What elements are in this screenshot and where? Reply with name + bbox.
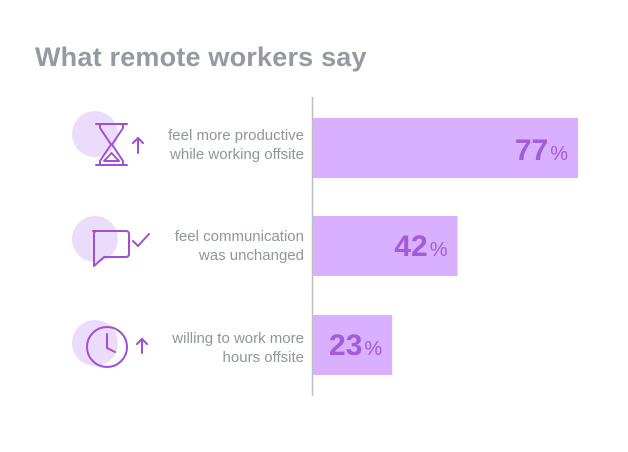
- value-label-3: 23%: [329, 329, 382, 362]
- speech-bubble-check-icon: [72, 216, 150, 267]
- value-number-3: 23: [329, 329, 362, 362]
- value-label-1: 77%: [515, 134, 568, 167]
- category-label-2: feel communication: [175, 228, 304, 245]
- value-number-2: 42: [394, 230, 427, 263]
- value-unit-3: %: [364, 338, 382, 360]
- bar-2: [313, 216, 458, 276]
- row-3: 23% willing to work more hours offsite: [72, 315, 393, 375]
- value-unit-2: %: [430, 239, 448, 261]
- bar-3: [313, 315, 393, 375]
- bar-1: [313, 118, 578, 178]
- row-1: 77% feel more productive while working o…: [72, 111, 578, 178]
- category-label-3: willing to work more: [171, 330, 304, 347]
- category-label-2-line2: was unchanged: [198, 247, 304, 264]
- value-label-2: 42%: [394, 230, 447, 263]
- hourglass-arrow-up-icon: [72, 111, 144, 166]
- category-label-1: feel more productive: [168, 127, 304, 144]
- clock-arrow-up-icon: [72, 320, 148, 368]
- category-label-1-line2: while working offsite: [169, 146, 304, 163]
- category-label-3-line2: hours offsite: [223, 349, 304, 366]
- row-2: 42% feel communication was unchanged: [72, 216, 458, 276]
- value-number-1: 77: [515, 134, 548, 167]
- value-unit-1: %: [550, 143, 568, 165]
- chart-title: What remote workers say: [35, 42, 367, 72]
